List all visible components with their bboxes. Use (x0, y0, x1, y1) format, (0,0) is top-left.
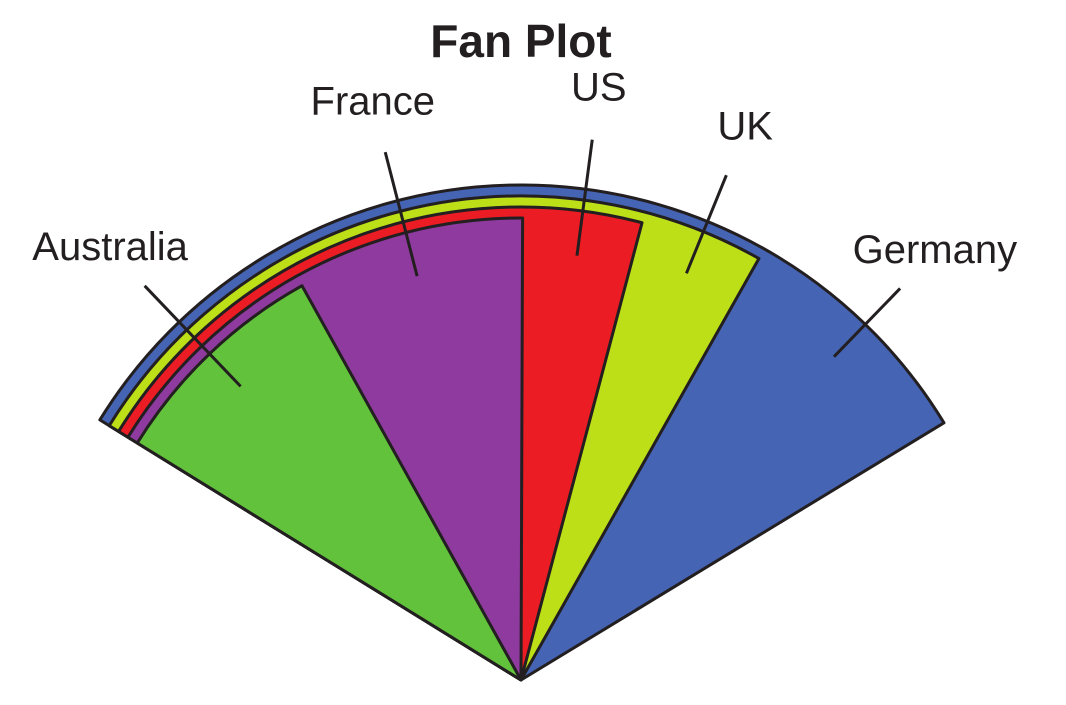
sector-label: US (571, 66, 627, 110)
sector-label: Australia (32, 225, 188, 269)
sector-label: UK (717, 104, 773, 148)
sector-label: Germany (853, 228, 1018, 272)
label-leader (575, 139, 594, 256)
sector-label: France (311, 79, 436, 123)
label-leader (143, 284, 242, 388)
chart-title: Fan Plot (430, 15, 611, 67)
label-leader (832, 287, 902, 358)
label-leader (383, 151, 419, 277)
label-leader (685, 174, 728, 274)
